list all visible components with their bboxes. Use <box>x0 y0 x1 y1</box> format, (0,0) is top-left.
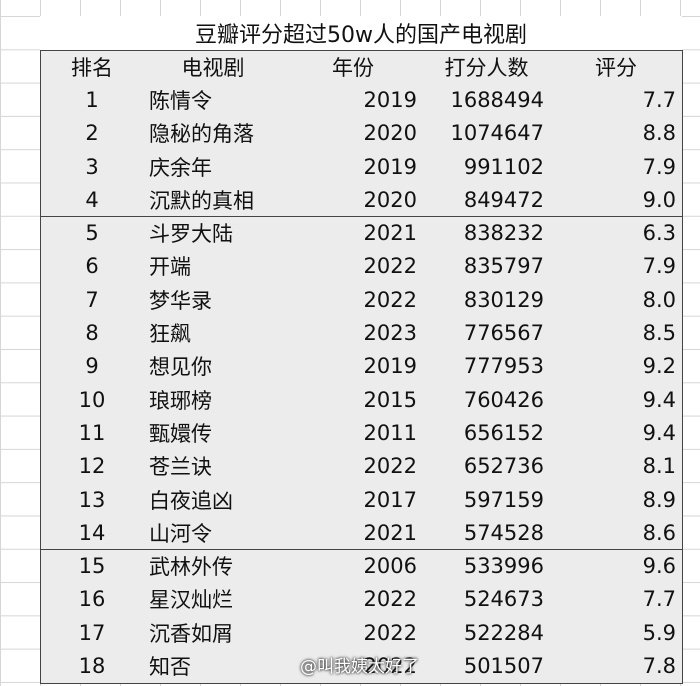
table-cell: 6 <box>40 249 144 285</box>
table-cell: 5.9 <box>550 616 683 651</box>
header-cell: 电视剧 <box>143 50 284 85</box>
table-cell: 7.8 <box>550 649 683 684</box>
table-cell: 9.4 <box>550 383 683 418</box>
table-cell: 13 <box>40 482 144 518</box>
table-cell: 656152 <box>423 416 551 451</box>
table-cell: 2019 <box>283 149 424 185</box>
table-cell: 522284 <box>423 616 551 651</box>
table-cell: 835797 <box>423 249 551 285</box>
table-cell: 8.9 <box>550 482 683 518</box>
table-cell: 梦华录 <box>143 283 284 318</box>
table-cell: 12 <box>40 449 144 484</box>
table-cell: 2020 <box>283 116 424 151</box>
table-cell: 8.6 <box>550 516 683 551</box>
table-cell: 7.9 <box>550 149 683 185</box>
table-cell: 山河令 <box>143 516 284 551</box>
table-cell: 武林外传 <box>143 549 284 584</box>
table-cell: 2015 <box>283 383 424 418</box>
table-cell: 2011 <box>283 416 424 451</box>
table-cell: 2021 <box>283 216 424 251</box>
table-cell: 2023 <box>283 316 424 351</box>
table-cell: 760426 <box>423 383 551 418</box>
table-cell: 2022 <box>283 249 424 285</box>
table-cell: 8.5 <box>550 316 683 351</box>
header-cell: 评分 <box>550 50 683 85</box>
table-cell: 838232 <box>423 216 551 251</box>
table-cell: 9.2 <box>550 349 683 384</box>
table-cell: 3 <box>40 149 144 185</box>
table-cell: 2019 <box>283 83 424 118</box>
table-cell: 2019 <box>283 349 424 384</box>
table-cell: 8.8 <box>550 116 683 151</box>
table-cell: 574528 <box>423 516 551 551</box>
table-cell: 533996 <box>423 549 551 584</box>
table-cell: 11 <box>40 416 144 451</box>
table-cell: 2022 <box>283 616 424 651</box>
table-cell: 苍兰诀 <box>143 449 284 484</box>
table-cell: 庆余年 <box>143 149 284 185</box>
table-cell: 16 <box>40 582 144 618</box>
table-cell: 18 <box>40 649 144 684</box>
table-cell: 4 <box>40 183 144 218</box>
table-cell: 501507 <box>423 649 551 684</box>
table-cell: 2017 <box>283 482 424 518</box>
table-cell: 斗罗大陆 <box>143 216 284 251</box>
table-cell: 2022 <box>283 649 424 684</box>
table-cell: 15 <box>40 549 144 584</box>
table-cell: 597159 <box>423 482 551 518</box>
table-cell: 10 <box>40 383 144 418</box>
table-cell: 6.3 <box>550 216 683 251</box>
table-cell: 8.1 <box>550 449 683 484</box>
table-cell: 琅琊榜 <box>143 383 284 418</box>
table-cell: 7.7 <box>550 83 683 118</box>
table-cell: 2 <box>40 116 144 151</box>
table-cell: 524673 <box>423 582 551 618</box>
table-cell: 2022 <box>283 449 424 484</box>
table-cell: 7.9 <box>550 249 683 285</box>
table-cell: 9 <box>40 349 144 384</box>
table-cell: 7 <box>40 283 144 318</box>
table-cell: 8 <box>40 316 144 351</box>
sheet-title: 豆瓣评分超过50w人的国产电视剧 <box>40 16 682 50</box>
table-cell: 狂飙 <box>143 316 284 351</box>
table-cell: 沉香如屑 <box>143 616 284 651</box>
table-cell: 991102 <box>423 149 551 185</box>
table-cell: 2006 <box>283 549 424 584</box>
table-cell: 776567 <box>423 316 551 351</box>
table-cell: 2022 <box>283 582 424 618</box>
table-cell: 陈情令 <box>143 83 284 118</box>
table-cell: 白夜追凶 <box>143 482 284 518</box>
table-cell: 沉默的真相 <box>143 183 284 218</box>
watermark: @叫我姨太好了 <box>300 657 419 677</box>
table-cell: 8.0 <box>550 283 683 318</box>
table-cell: 9.4 <box>550 416 683 451</box>
table-cell: 甄嬛传 <box>143 416 284 451</box>
table-cell: 1074647 <box>423 116 551 151</box>
header-cell: 排名 <box>40 50 144 85</box>
table-cell: 849472 <box>423 183 551 218</box>
table-cell: 5 <box>40 216 144 251</box>
table-cell: 14 <box>40 516 144 551</box>
table-cell: 777953 <box>423 349 551 384</box>
table-cell: 9.6 <box>550 549 683 584</box>
table-cell: 9.0 <box>550 183 683 218</box>
table-cell: 开端 <box>143 249 284 285</box>
table-cell: 2020 <box>283 183 424 218</box>
table-cell: 知否 <box>143 649 284 684</box>
table-cell: 1688494 <box>423 83 551 118</box>
header-cell: 打分人数 <box>423 50 551 85</box>
table-cell: 17 <box>40 616 144 651</box>
table-cell: 隐秘的角落 <box>143 116 284 151</box>
table-cell: 1 <box>40 83 144 118</box>
table-cell: 想见你 <box>143 349 284 384</box>
table-cell: 星汉灿烂 <box>143 582 284 618</box>
table-cell: 7.7 <box>550 582 683 618</box>
header-cell: 年份 <box>283 50 424 85</box>
table-cell: 2021 <box>283 516 424 551</box>
table-cell: 830129 <box>423 283 551 318</box>
table-cell: 2022 <box>283 283 424 318</box>
table-cell: 652736 <box>423 449 551 484</box>
